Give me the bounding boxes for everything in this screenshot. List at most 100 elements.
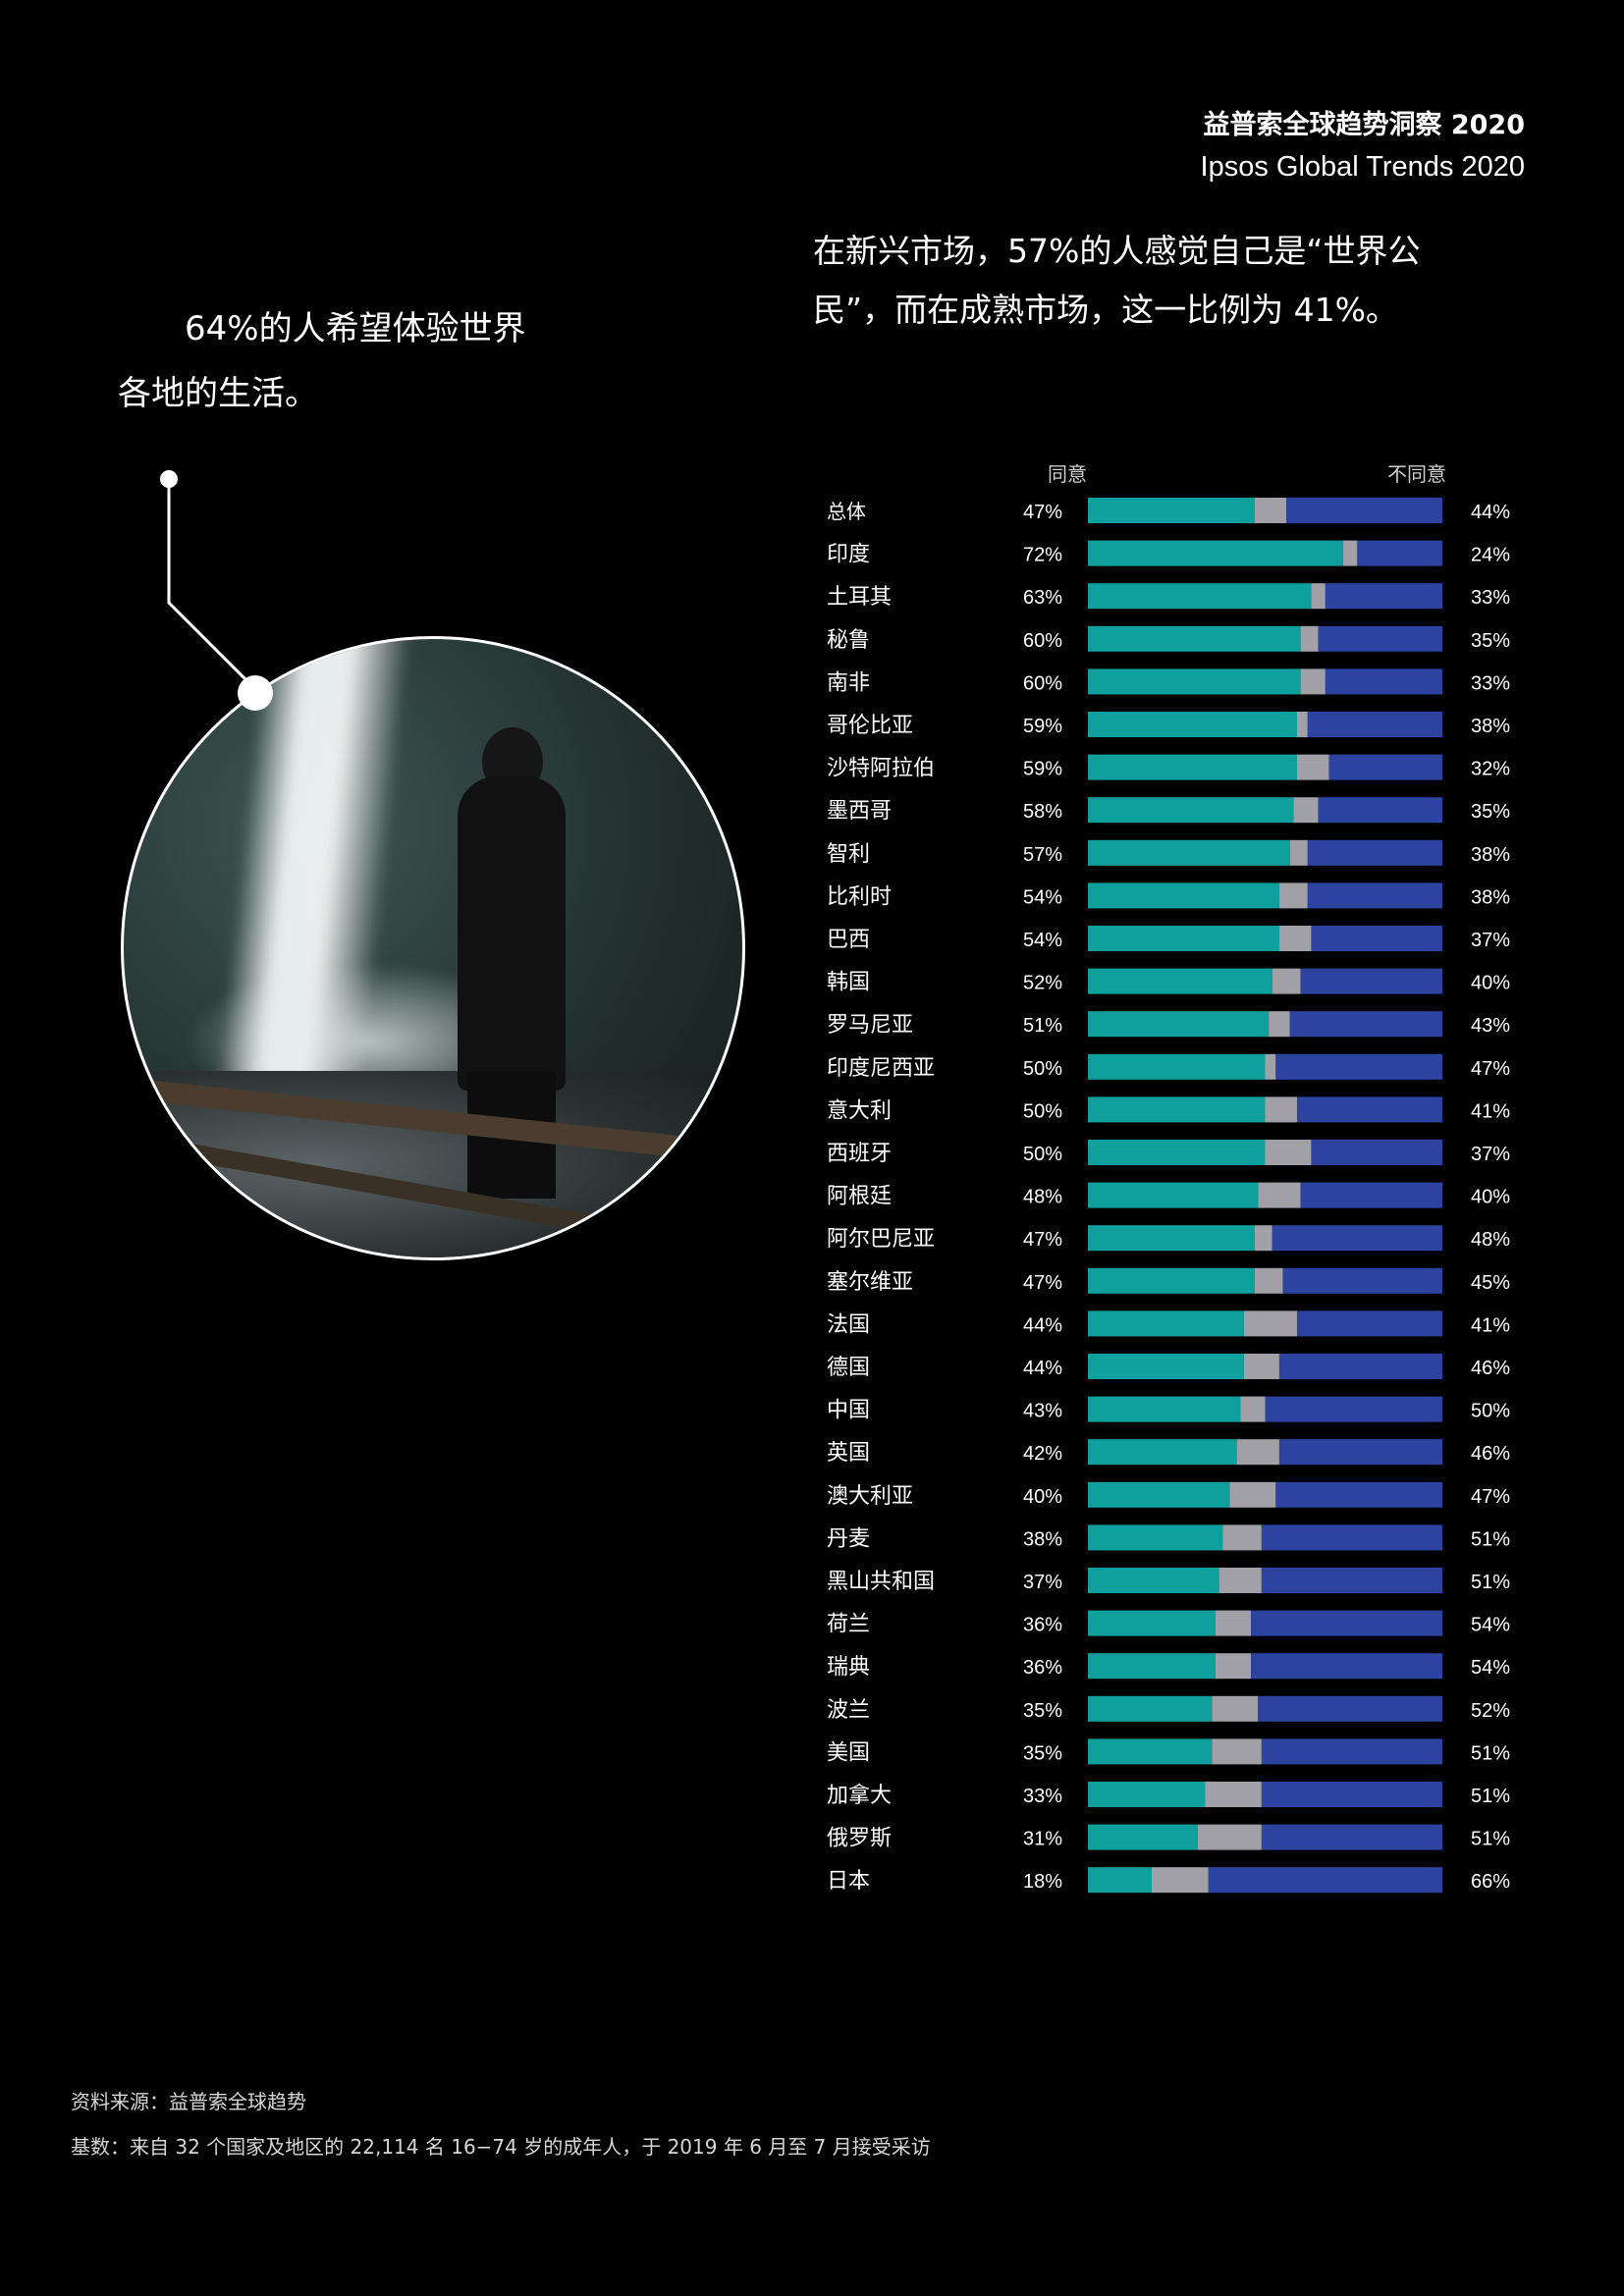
- agree-bar: [1088, 1053, 1266, 1080]
- disagree-bar: [1300, 968, 1442, 994]
- callout-line-1: 64%的人希望体验世界: [185, 309, 526, 348]
- agree-value-label: 60%: [1023, 630, 1062, 652]
- neutral-bar: [1205, 1782, 1262, 1807]
- agree-value-label: 44%: [1023, 1314, 1062, 1336]
- agree-value-label: 33%: [1023, 1786, 1062, 1807]
- disagree-value-label: 47%: [1471, 1486, 1510, 1508]
- neutral-bar: [1300, 625, 1319, 652]
- disagree-bar: [1307, 882, 1442, 909]
- agree-value-label: 51%: [1023, 1015, 1062, 1037]
- agree-bar: [1088, 1653, 1216, 1680]
- disagree-bar: [1307, 712, 1442, 737]
- disagree-bar: [1261, 1824, 1442, 1850]
- agree-value-label: 36%: [1023, 1657, 1062, 1679]
- agree-bar: [1088, 1824, 1198, 1850]
- neutral-bar: [1212, 1695, 1259, 1722]
- neutral-bar: [1243, 1354, 1279, 1379]
- disagree-bar: [1251, 1610, 1442, 1636]
- neutral-bar: [1212, 1738, 1262, 1765]
- agree-value-label: 48%: [1023, 1187, 1062, 1208]
- category-label: 罗马尼亚: [827, 1013, 913, 1038]
- disagree-bar: [1318, 625, 1442, 652]
- disagree-value-label: 51%: [1471, 1572, 1510, 1593]
- agree-bar: [1088, 540, 1343, 566]
- category-label: 西班牙: [827, 1142, 892, 1166]
- disagree-value-label: 32%: [1471, 759, 1510, 780]
- agree-bar: [1088, 839, 1290, 866]
- disagree-value-label: 46%: [1471, 1443, 1510, 1465]
- category-label: 哥伦比亚: [827, 714, 913, 738]
- agree-bar: [1088, 1695, 1213, 1722]
- neutral-bar: [1243, 1310, 1297, 1337]
- agree-bar: [1088, 797, 1294, 824]
- category-label: 澳大利亚: [827, 1484, 913, 1509]
- category-label: 黑山共和国: [827, 1570, 935, 1594]
- category-label: 秘鲁: [827, 628, 870, 653]
- neutral-bar: [1278, 926, 1312, 951]
- category-label: 德国: [827, 1356, 870, 1380]
- agree-bar: [1088, 1481, 1230, 1508]
- agree-bar: [1088, 882, 1279, 909]
- agree-value-label: 47%: [1023, 502, 1062, 523]
- disagree-value-label: 51%: [1471, 1829, 1510, 1850]
- disagree-bar: [1282, 1267, 1442, 1294]
- disagree-bar: [1261, 1524, 1442, 1551]
- disagree-bar: [1300, 1182, 1442, 1208]
- category-label: 阿根廷: [827, 1185, 892, 1209]
- category-label: 瑞典: [827, 1655, 870, 1680]
- category-label: 中国: [827, 1399, 870, 1423]
- neutral-bar: [1289, 839, 1308, 866]
- neutral-bar: [1254, 1267, 1283, 1294]
- person-body: [458, 776, 566, 1091]
- category-label: 荷兰: [827, 1613, 870, 1637]
- disagree-value-label: 47%: [1471, 1058, 1510, 1080]
- disagree-value-label: 45%: [1471, 1272, 1510, 1294]
- disagree-value-label: 51%: [1471, 1742, 1510, 1764]
- callout-text: 64%的人希望体验世界 各地的生活。: [118, 296, 569, 426]
- disagree-value-label: 44%: [1471, 502, 1510, 523]
- intro-text: 在新兴市场，57%的人感觉自己是“世界公民”，而在成熟市场，这一比例为 41%。: [813, 232, 1421, 329]
- disagree-bar: [1289, 1011, 1442, 1038]
- disagree-bar: [1278, 1354, 1442, 1379]
- agree-bar: [1088, 583, 1312, 610]
- neutral-bar: [1222, 1524, 1262, 1551]
- category-label: 法国: [827, 1312, 870, 1337]
- category-label: 阿尔巴尼亚: [827, 1227, 935, 1252]
- agree-value-label: 37%: [1023, 1572, 1062, 1593]
- disagree-bar: [1261, 1568, 1442, 1593]
- agree-bar: [1088, 668, 1301, 695]
- neutral-bar: [1151, 1867, 1209, 1894]
- disagree-value-label: 50%: [1471, 1401, 1510, 1422]
- neutral-bar: [1342, 540, 1358, 566]
- category-label: 塞尔维亚: [827, 1270, 913, 1295]
- disagree-bar: [1307, 839, 1442, 866]
- disagree-bar: [1286, 498, 1442, 523]
- agree-bar: [1088, 1267, 1255, 1294]
- category-label: 丹麦: [827, 1526, 870, 1551]
- disagree-bar: [1278, 1439, 1442, 1466]
- agree-value-label: 58%: [1023, 801, 1062, 823]
- disagree-bar: [1251, 1653, 1442, 1680]
- category-label: 英国: [827, 1441, 870, 1466]
- disagree-value-label: 54%: [1471, 1615, 1510, 1636]
- category-label: 比利时: [827, 884, 892, 909]
- neutral-bar: [1218, 1568, 1262, 1593]
- base-note: 基数：来自 32 个国家及地区的 22,114 名 16−74 岁的成年人，于 …: [71, 2135, 931, 2159]
- agree-value-label: 59%: [1023, 716, 1062, 737]
- disagree-value-label: 51%: [1471, 1528, 1510, 1550]
- report-header: 益普索全球趋势洞察 2020 Ipsos Global Trends 2020: [1201, 106, 1525, 188]
- agree-value-label: 50%: [1023, 1058, 1062, 1080]
- agree-value-label: 35%: [1023, 1700, 1062, 1722]
- neutral-bar: [1296, 754, 1329, 780]
- disagree-bar: [1325, 668, 1442, 695]
- disagree-value-label: 46%: [1471, 1358, 1510, 1379]
- category-label: 加拿大: [827, 1783, 892, 1808]
- disagree-value-label: 41%: [1471, 1100, 1510, 1122]
- category-label: 日本: [827, 1869, 870, 1894]
- agree-bar: [1088, 1096, 1266, 1123]
- disagree-value-label: 43%: [1471, 1015, 1510, 1037]
- agree-value-label: 57%: [1023, 844, 1062, 866]
- agree-value-label: 47%: [1023, 1272, 1062, 1294]
- agree-value-label: 42%: [1023, 1443, 1062, 1465]
- legend-disagree: 不同意: [1387, 462, 1446, 486]
